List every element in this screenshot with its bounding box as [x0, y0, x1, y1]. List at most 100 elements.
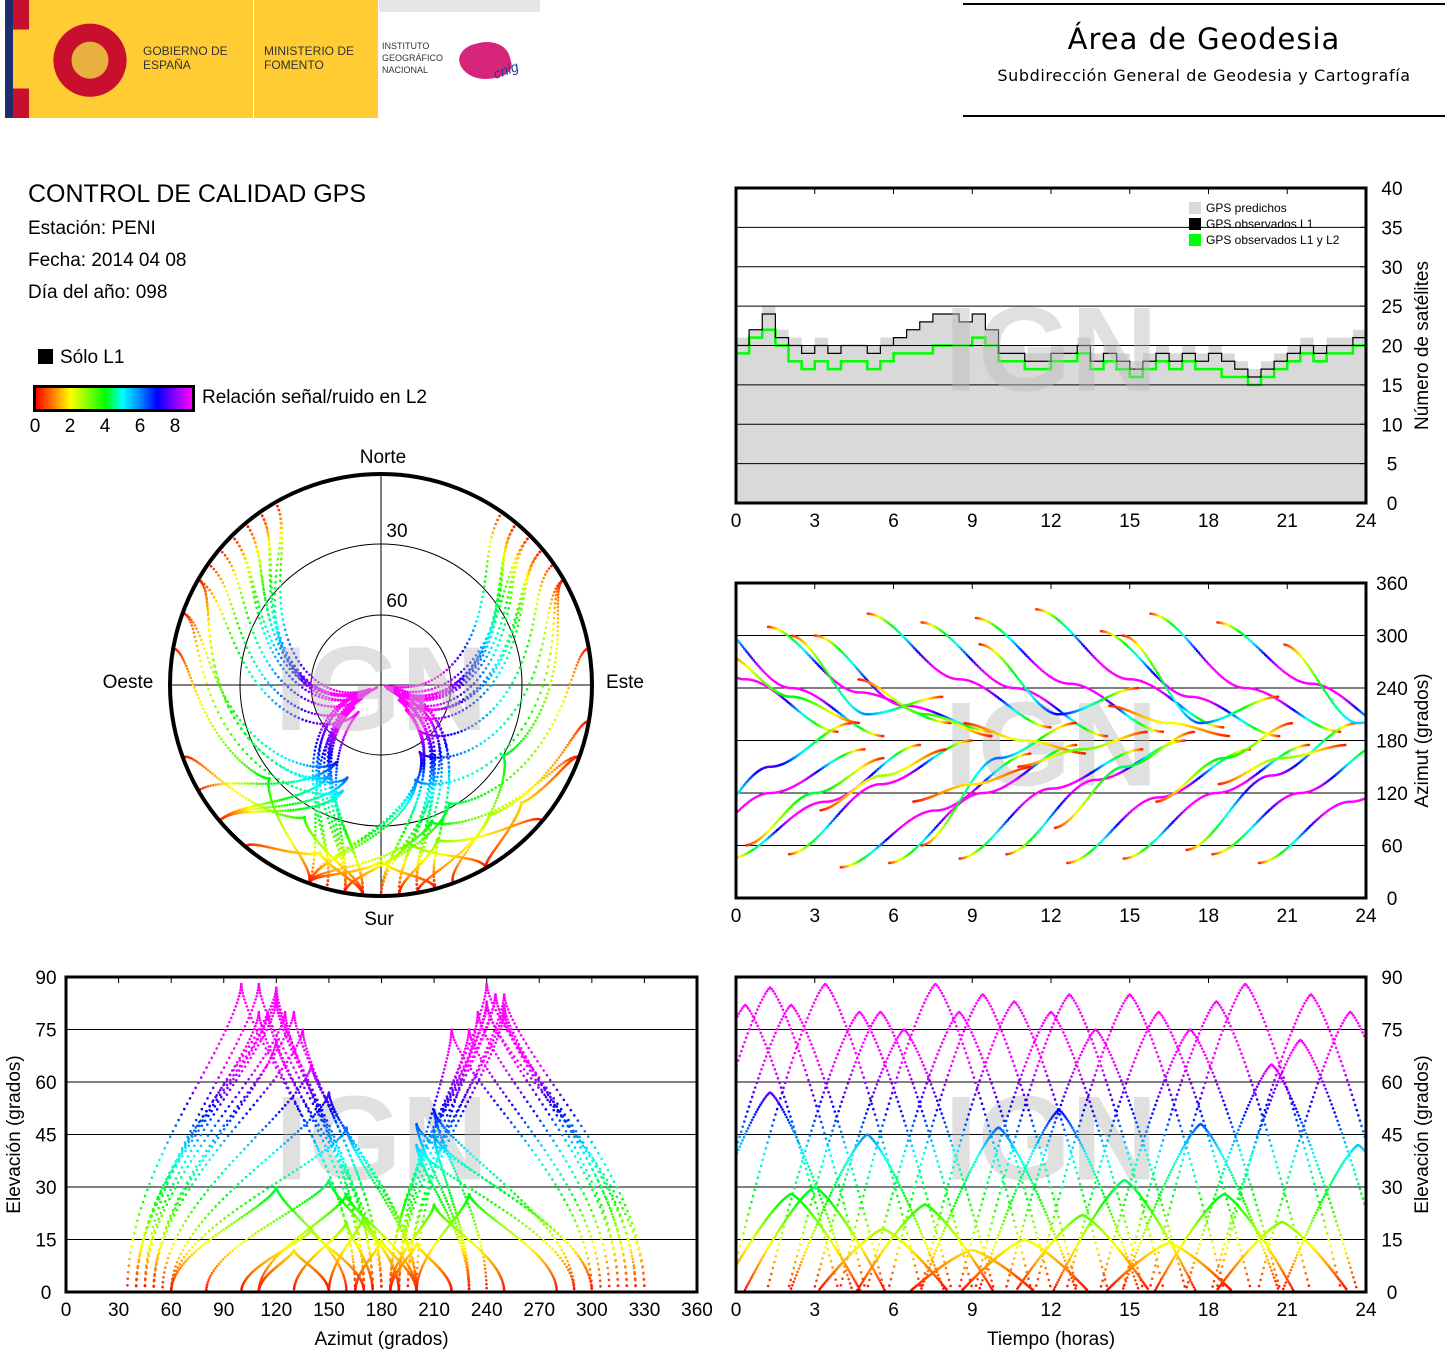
track-point [408, 1218, 412, 1222]
track-point [211, 1086, 215, 1090]
track-point [752, 658, 755, 662]
track-point [468, 1086, 471, 1089]
track-point [416, 1195, 419, 1199]
track-point [522, 1068, 526, 1071]
track-point [217, 1076, 221, 1079]
track-point [616, 1230, 620, 1233]
track-point [253, 1001, 256, 1005]
legend-swatch [1189, 202, 1201, 214]
y-tick-label: 5 [1387, 455, 1398, 476]
track-point [1163, 684, 1167, 688]
l1-only-label: Sólo L1 [60, 347, 125, 368]
ign-watermark: IGN [944, 283, 1157, 417]
track-point [238, 1059, 242, 1062]
track-point [1028, 752, 1032, 755]
track-point [810, 656, 813, 660]
track-point [526, 1072, 529, 1076]
track-point [251, 1005, 255, 1008]
track-point [881, 756, 885, 760]
track-point [192, 1124, 195, 1127]
snr-colorbar [33, 385, 195, 412]
ministerio-text: MINISTERIO DE FOMENTO [264, 44, 355, 72]
track-point [1161, 680, 1164, 683]
track-point [446, 1100, 450, 1104]
track-point [1183, 739, 1186, 742]
track-point [1145, 730, 1148, 734]
track-point [237, 1037, 241, 1041]
track-point [515, 1039, 519, 1042]
track-point [1221, 726, 1225, 729]
track-point [269, 1004, 273, 1008]
track-point [604, 1195, 607, 1199]
x-tick-label: 180 [366, 1300, 398, 1321]
date-label: Fecha: 2014 04 08 [28, 250, 187, 271]
track-point [186, 1135, 190, 1139]
track-point [808, 654, 812, 658]
track-point [918, 743, 922, 747]
track-point [225, 1061, 229, 1064]
eu-flag-strip [5, 0, 13, 118]
y-tick-label: 90 [35, 968, 56, 989]
track-point [275, 989, 278, 993]
track-point [598, 1167, 602, 1171]
track-point [1159, 677, 1163, 681]
x-tick-label: 24 [1355, 906, 1377, 927]
track-point [747, 653, 751, 656]
track-point [200, 1107, 204, 1111]
track-point [529, 1077, 533, 1080]
x-tick-label: 9 [967, 906, 978, 927]
report-title: CONTROL DE CALIDAD GPS [28, 180, 367, 208]
track-point [258, 1027, 261, 1031]
track-point [863, 747, 866, 751]
track-point [465, 1090, 469, 1094]
track-point [1157, 673, 1160, 677]
y-tick-label: 15 [1381, 376, 1402, 397]
track-point [750, 657, 754, 660]
track-point [621, 1206, 624, 1210]
y-tick-label: 0 [1387, 889, 1398, 910]
track-point [1156, 671, 1159, 675]
colorbar-tick: 8 [169, 416, 181, 437]
track-point [325, 1126, 329, 1129]
track-point [608, 1206, 612, 1210]
track-point [491, 1039, 495, 1042]
ign-text: INSTITUTO GEOGRÁFICO NACIONAL [382, 41, 444, 75]
track-point [758, 666, 762, 669]
y-tick-label: 120 [1376, 784, 1408, 805]
legend-label: GPS observados L1 [1206, 217, 1314, 231]
colorbar-tick: 6 [134, 416, 146, 437]
track-point [631, 1230, 635, 1233]
track-point [477, 1068, 481, 1071]
track-point [544, 1095, 548, 1099]
header-title: Área de Geodesia [1067, 22, 1341, 56]
y-tick-label: 75 [35, 1021, 56, 1042]
y-tick-label: 10 [1381, 415, 1402, 436]
gobierno-text: GOBIERNO DE ESPAÑA [143, 44, 228, 72]
track-point [470, 1081, 474, 1085]
track-point [511, 1031, 515, 1035]
track-point [1277, 734, 1281, 738]
track-point [540, 1090, 544, 1094]
track-point [1140, 747, 1144, 751]
y-tick-label: 40 [1381, 179, 1402, 200]
y-tick-label: 30 [35, 1178, 56, 1199]
track-point [739, 643, 743, 646]
y-tick-label: 0 [1387, 494, 1398, 515]
track-point [206, 1097, 209, 1100]
x-tick-label: 360 [681, 1300, 713, 1321]
track-point [961, 793, 965, 797]
track-point [510, 1028, 513, 1031]
x-tick-label: 210 [418, 1300, 450, 1321]
track-point [1307, 743, 1311, 747]
azimuth-time-tracks [734, 608, 1368, 869]
track-point [220, 1071, 223, 1074]
y-tick-label: 20 [1381, 337, 1402, 358]
track-point [615, 1195, 619, 1199]
track-point [422, 1178, 426, 1182]
track-point [345, 1183, 349, 1187]
track-point [197, 1113, 201, 1116]
track-point [1049, 726, 1052, 729]
x-tick-label: 270 [523, 1300, 555, 1321]
track-point [881, 734, 885, 738]
track-point [480, 1063, 483, 1067]
